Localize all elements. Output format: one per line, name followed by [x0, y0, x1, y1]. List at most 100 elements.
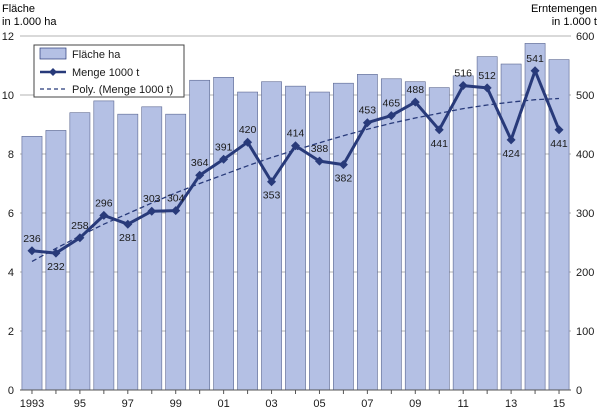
- bar: [189, 79, 211, 391]
- right-tick-label: 200: [576, 267, 594, 279]
- data-point: [530, 66, 540, 76]
- data-point: [291, 141, 300, 151]
- data-point: [219, 154, 229, 164]
- legend-label-line: Menge 1000 t: [72, 67, 139, 79]
- data-label: 258: [71, 220, 89, 232]
- x-tick-label: 01: [218, 398, 230, 410]
- bar: [309, 91, 330, 391]
- left-tick-label: 12: [2, 31, 14, 43]
- right-axis-title-line-1: Erntemengen: [531, 3, 597, 15]
- left-axis-ticks: 0 2 4 6 8 10 12: [2, 31, 14, 397]
- x-tick-label: 13: [505, 398, 517, 410]
- data-label: 388: [311, 143, 329, 155]
- data-point: [195, 170, 205, 180]
- data-label: 281: [119, 232, 137, 244]
- data-label: 516: [454, 68, 472, 80]
- right-tick-label: 400: [576, 149, 594, 161]
- data-label: 414: [287, 128, 305, 140]
- data-labels: 236 232 258 296 281 303 304 364 391 420 353 414 388 3…: [23, 53, 568, 273]
- bar: [237, 91, 258, 391]
- data-point: [27, 246, 37, 256]
- legend: Fläche ha Menge 1000 t Poly. (Menge 1000…: [33, 44, 185, 98]
- legend-swatch-bars: [39, 47, 67, 60]
- x-tick-label: 1993: [20, 398, 44, 410]
- left-axis-title-line-1: Fläche: [2, 3, 35, 15]
- data-point: [482, 83, 492, 93]
- left-tick-label: 6: [8, 208, 14, 220]
- data-label: 304: [167, 193, 185, 205]
- legend-label-bars: Fläche ha: [72, 49, 121, 61]
- data-point: [434, 125, 444, 135]
- left-axis-title-line-2: in 1.000 ha: [2, 16, 57, 28]
- legend-label-trend: Poly. (Menge 1000 t): [72, 84, 173, 96]
- data-label: 424: [502, 148, 520, 160]
- data-point: [99, 210, 109, 220]
- data-label: 232: [47, 261, 65, 273]
- quantity-markers: [27, 66, 564, 258]
- data-point: [171, 206, 181, 216]
- data-point: [123, 219, 133, 229]
- bar: [333, 82, 354, 391]
- data-point: [554, 125, 564, 135]
- x-tick-label: 09: [409, 398, 421, 410]
- x-tick-label: 03: [265, 398, 277, 410]
- legend-swatch-marker: [49, 68, 57, 76]
- bar: [500, 63, 522, 391]
- bar: [117, 113, 139, 391]
- x-tick-label: 15: [553, 398, 565, 410]
- right-axis-ticks: 0 100 200 300 400 500 600: [576, 31, 594, 397]
- bar: [165, 113, 187, 391]
- x-tick-label: 97: [122, 398, 134, 410]
- right-tick-label: 0: [576, 385, 582, 397]
- data-point: [314, 156, 324, 166]
- bar: [69, 112, 91, 391]
- left-tick-label: 8: [8, 149, 14, 161]
- bar: [141, 106, 163, 391]
- data-label: 303: [143, 193, 161, 205]
- bar: [452, 75, 474, 391]
- data-point: [147, 206, 157, 216]
- data-point: [75, 233, 85, 243]
- x-tick-label: 99: [170, 398, 182, 410]
- right-tick-label: 600: [576, 31, 594, 43]
- data-point: [458, 81, 468, 91]
- bar: [93, 100, 115, 391]
- data-label: 441: [430, 138, 448, 150]
- data-label: 441: [550, 138, 568, 150]
- data-label: 465: [383, 98, 401, 110]
- data-label: 236: [23, 233, 41, 245]
- left-tick-label: 2: [8, 326, 14, 338]
- trend-line: [31, 97, 560, 262]
- left-tick-label: 4: [8, 267, 14, 279]
- right-tick-label: 100: [576, 326, 594, 338]
- data-point: [243, 137, 253, 147]
- data-label: 353: [263, 190, 281, 202]
- data-label: 453: [359, 105, 377, 117]
- data-point: [267, 177, 277, 187]
- right-axis-title-line-2: in 1.000 t: [552, 16, 597, 28]
- x-tick-label: 11: [457, 398, 468, 410]
- data-label: 420: [239, 124, 257, 136]
- bar: [261, 81, 282, 391]
- data-label: 541: [526, 53, 544, 65]
- data-point: [338, 160, 348, 170]
- x-tick-label: 07: [361, 398, 373, 410]
- bar: [213, 77, 234, 391]
- bar-series: [21, 43, 570, 391]
- x-axis-ticks: 1993 95 97 99 01 03 05 07 09 11 13 15: [20, 390, 565, 410]
- data-label: 512: [478, 70, 496, 82]
- data-label: 488: [407, 84, 425, 96]
- data-point: [362, 118, 372, 128]
- right-tick-label: 500: [576, 90, 594, 102]
- left-tick-label: 10: [2, 90, 14, 102]
- x-tick-label: 05: [313, 398, 325, 410]
- data-point: [410, 97, 420, 107]
- data-label: 296: [95, 197, 113, 209]
- data-label: 364: [191, 157, 209, 169]
- data-label: 382: [335, 173, 353, 185]
- data-point: [386, 111, 396, 121]
- data-point: [506, 135, 516, 145]
- x-tick-label: 95: [74, 398, 86, 410]
- left-tick-label: 0: [8, 385, 14, 397]
